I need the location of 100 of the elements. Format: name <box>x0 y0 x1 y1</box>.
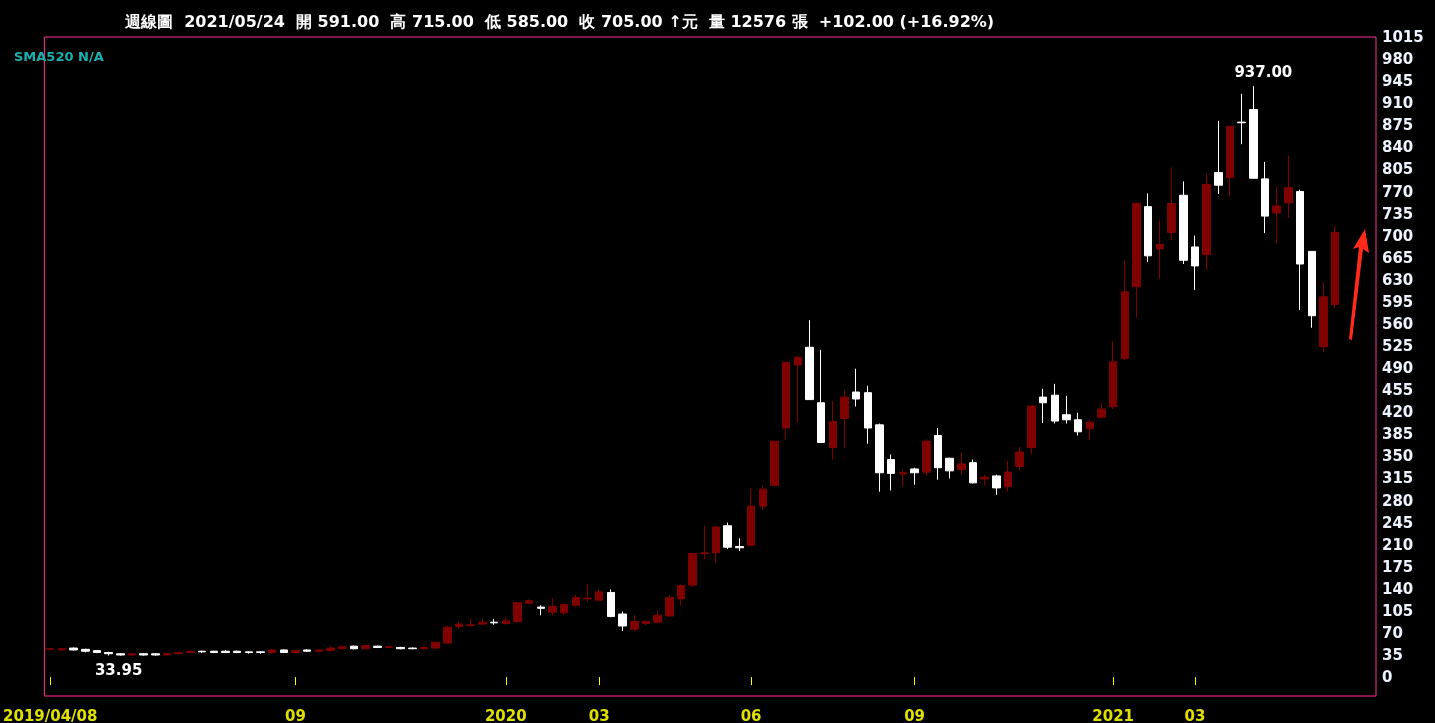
y-tick-label: 105 <box>1382 601 1414 620</box>
candlestick <box>1272 185 1281 244</box>
candlestick <box>1226 126 1234 198</box>
candlestick <box>385 645 393 649</box>
candlestick <box>478 618 487 626</box>
candlestick <box>69 646 78 652</box>
candlestick <box>537 604 545 616</box>
candlestick <box>455 621 463 630</box>
y-tick-label: 560 <box>1382 314 1414 333</box>
candlestick <box>466 617 475 628</box>
candlestick <box>268 648 276 654</box>
y-tick-label: 175 <box>1382 557 1414 576</box>
candlestick <box>151 652 160 657</box>
candlestick <box>1051 383 1059 425</box>
y-tick-label: 245 <box>1382 513 1414 532</box>
candlestick <box>887 453 895 491</box>
candlestick <box>338 645 346 650</box>
y-tick-label: 0 <box>1382 668 1393 687</box>
x-tick-label: 03 <box>588 706 610 723</box>
candlestick <box>1308 250 1316 329</box>
candlestick <box>759 485 767 511</box>
candlestick <box>326 645 335 652</box>
candlestick <box>712 525 720 563</box>
annotation: 33.95 <box>94 661 143 680</box>
candlestick <box>910 467 919 486</box>
candlestick <box>864 385 872 445</box>
candlestick <box>934 427 942 481</box>
candlestick <box>1015 446 1024 472</box>
y-tick-label: 70 <box>1382 623 1403 642</box>
candlestick <box>782 361 790 440</box>
candlestick <box>840 389 849 449</box>
candlestick <box>770 440 779 488</box>
candlestick <box>1167 167 1176 241</box>
candlestick <box>817 349 825 444</box>
candlestick <box>221 649 230 654</box>
candlestick <box>81 648 90 653</box>
y-tick-label: 420 <box>1382 403 1414 422</box>
y-tick-label: 910 <box>1382 94 1414 113</box>
x-tick-label: 09 <box>285 706 306 723</box>
candlestick <box>256 650 265 655</box>
y-tick-label: 1015 <box>1382 28 1424 46</box>
candlestick <box>408 646 417 650</box>
candlestick <box>1086 419 1094 441</box>
y-tick-label: 350 <box>1382 447 1414 466</box>
candlestick <box>677 583 685 606</box>
candlestick <box>747 488 755 547</box>
candlestick <box>969 459 977 484</box>
candlestick <box>1132 202 1141 319</box>
candlestick <box>1156 220 1164 280</box>
y-tick-label: 840 <box>1382 138 1414 157</box>
candlestick <box>688 552 697 588</box>
y-tick-label: 980 <box>1382 50 1414 69</box>
candlestick <box>548 597 557 616</box>
candlestick <box>899 469 907 488</box>
candlestick <box>980 474 989 486</box>
y-tick-label: 665 <box>1382 248 1414 267</box>
candlestick <box>1121 259 1129 361</box>
x-tick-label: 2020 <box>484 706 527 723</box>
y-tick-label: 315 <box>1382 469 1414 488</box>
y-tick-label: 945 <box>1382 72 1414 91</box>
candlestick <box>922 438 931 477</box>
candlestick <box>280 648 288 654</box>
candlestick <box>303 648 311 653</box>
candlestick <box>315 648 323 653</box>
candlestick <box>723 522 732 550</box>
candlestick <box>572 593 580 608</box>
candlestick <box>1062 395 1071 425</box>
y-tick-label: 490 <box>1382 359 1414 378</box>
candlestick <box>1179 180 1188 265</box>
x-tick-label: 03 <box>1184 706 1206 723</box>
y-tick-label: 525 <box>1382 337 1414 355</box>
candlestick <box>1109 340 1117 410</box>
y-tick-label: 385 <box>1382 425 1414 444</box>
candlestick <box>1214 120 1223 195</box>
candlestick <box>104 651 113 657</box>
candlestick <box>1261 161 1269 234</box>
y-tick-label: 770 <box>1382 182 1414 201</box>
candlestick <box>1097 402 1106 420</box>
candlestick <box>957 452 966 476</box>
candlestick <box>46 647 54 651</box>
candlestick <box>139 652 148 657</box>
y-tick-label: 140 <box>1382 579 1414 598</box>
candlestick <box>1284 155 1293 219</box>
y-tick-label: 35 <box>1382 646 1403 665</box>
candlestick <box>513 601 522 624</box>
candlestick <box>174 651 183 655</box>
candlestick <box>361 644 370 650</box>
x-tick-label: 2021 <box>1092 706 1135 723</box>
candlestick <box>58 647 66 652</box>
candlestick <box>1144 192 1152 263</box>
candlestick <box>1191 235 1199 291</box>
candlestick <box>665 594 674 618</box>
x-tick-label: 06 <box>740 706 762 723</box>
candlestick <box>992 474 1001 496</box>
candlestick <box>373 645 382 649</box>
candlestick <box>805 319 814 401</box>
candlestick <box>198 650 206 654</box>
candlestick <box>875 423 884 493</box>
y-tick-label: 595 <box>1382 292 1414 311</box>
candlestick <box>560 602 568 616</box>
